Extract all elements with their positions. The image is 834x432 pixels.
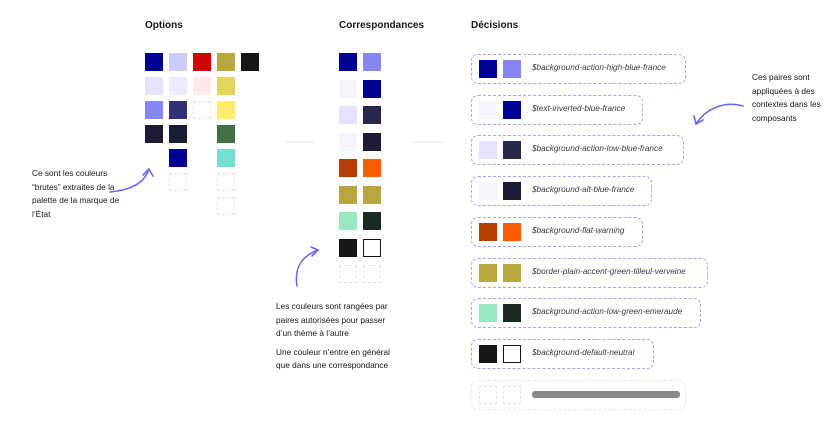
decision-swatch-light [479,222,497,241]
decision-swatch-dark [503,182,521,201]
option-swatch [217,125,235,143]
decision-token: $text-inverted-blue-france [471,94,643,125]
correspondance-swatch [363,53,381,71]
correspondance-swatch [339,132,357,151]
option-swatch [217,77,235,95]
options-heading: Options [145,20,183,31]
option-swatch [217,173,235,191]
decision-swatch-dark [503,141,521,160]
correspondance-swatch [363,265,381,283]
option-swatch [193,77,211,95]
option-swatch [217,53,235,71]
note-pairs: Les couleurs sont rangées par paires aut… [276,300,401,378]
option-swatch [169,77,187,95]
note-contexts-text: Ces paires sont appliquées à des context… [752,72,821,123]
decision-swatch-light [479,344,497,363]
option-swatch [169,53,187,71]
arrow-left-head-icon [142,168,154,177]
option-swatch [169,101,187,119]
correspondance-swatch [363,212,381,230]
option-swatch [217,197,235,215]
decision-swatch-light [479,182,497,201]
correspondance-swatch [363,106,381,124]
correspondance-swatch [339,185,357,204]
note-raw-colors: Ce sont les couleurs “brutes” extraites … [32,167,132,226]
correspondance-swatch [363,132,381,151]
option-swatch [241,53,259,71]
correspondance-swatch [363,185,381,204]
decision-swatch-dark [503,263,521,282]
decision-swatch-light [479,304,497,323]
decision-token: $background-action-high-blue-france [471,54,686,84]
correspondance-swatch [339,238,357,257]
decision-swatch-dark [503,304,521,323]
decision-swatch-dark [503,222,521,241]
note-pairs-text-2: Une couleur n’entre en général que dans … [276,346,390,371]
option-swatch [193,53,211,71]
option-swatch [169,173,187,191]
decision-swatch-light [479,263,497,282]
correspondance-swatch [339,106,357,124]
decision-token: $border-plain-accent-green-tilleul-verve… [471,257,708,288]
option-swatch [145,125,163,143]
decision-token-label: $background-flat-warning [532,225,625,235]
arrow-right-icon [695,103,744,125]
decision-token: $background-alt-blue-france [471,176,652,207]
decision-swatch-light [479,60,497,78]
decision-token: $background-default-neutral [471,338,654,369]
decision-token: $background-action-low-blue-france [471,135,684,166]
decision-token-label: $background-alt-blue-france [532,185,635,195]
decision-swatch-dark [503,100,521,119]
correspondance-swatch [339,159,357,177]
arrow-right-head-icon [693,115,704,125]
decision-swatch-dark [503,60,521,78]
note-pairs-text-1: Les couleurs sont rangées par paires aut… [276,301,388,338]
option-swatch [193,101,211,119]
decision-token: $background-action-low-green-emeraude [471,298,701,329]
decision-swatch-light [479,141,497,160]
option-swatch [217,149,235,167]
option-swatch [217,101,235,119]
option-swatch [145,101,163,119]
correspondances-heading: Correspondances [339,20,425,31]
correspondance-swatch [339,79,357,98]
correspondance-swatch [363,238,381,257]
note-contexts: Ces paires sont appliquées à des context… [752,71,822,130]
correspondance-swatch [339,265,357,283]
placeholder-bar [532,390,680,398]
option-swatch [169,125,187,143]
decision-token-label: $background-action-low-blue-france [532,144,663,154]
decision-token-label: $text-inverted-blue-france [532,103,626,113]
option-swatch [169,149,187,167]
decision-placeholder [471,379,686,410]
decision-token-label: $background-action-high-blue-france [532,63,666,72]
decision-swatch-dark [503,344,521,363]
decision-token-label: $border-plain-accent-green-tilleul-verve… [532,266,686,276]
option-swatch [145,53,163,71]
placeholder-swatch [503,385,521,404]
decision-swatch-light [479,100,497,119]
correspondance-swatch [363,159,381,177]
decision-token-label: $background-default-neutral [532,347,635,357]
decision-token-label: $background-action-low-green-emeraude [532,307,683,317]
correspondance-swatch [363,79,381,98]
arrow-middle-icon [295,249,319,287]
correspondance-swatch [339,53,357,71]
note-raw-colors-text: Ce sont les couleurs “brutes” extraites … [32,168,120,219]
placeholder-swatch [479,385,497,404]
decisions-heading: Décisions [471,20,519,31]
correspondance-swatch [339,212,357,230]
decision-token: $background-flat-warning [471,216,643,247]
arrow-middle-head-icon [310,246,319,257]
option-swatch [145,77,163,95]
